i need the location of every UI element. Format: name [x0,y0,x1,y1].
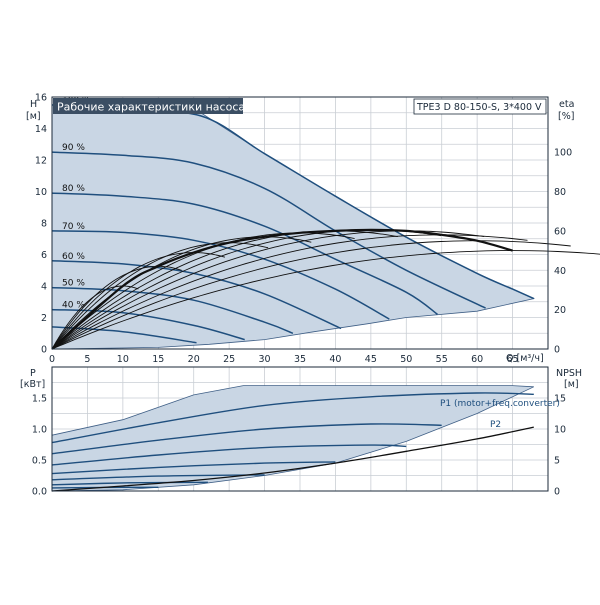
x-tick-label: 15 [152,354,164,365]
npsh-axis-name: NPSH [556,368,582,379]
power-curves-layer [51,392,534,492]
h-tick-label: 2 [41,313,47,324]
chart-title: Рабочие характеристики насоса [57,101,245,114]
x-tick-label: 0 [49,354,55,365]
efficiency-curve [51,250,600,350]
npsh-curve [51,426,534,492]
eta-tick-label: 20 [554,305,566,316]
speed-curve-label: 80 % [62,184,85,194]
power-curve [51,423,442,455]
model-label: TPE3 D 80-150-S, 3*400 V [416,102,542,113]
h-tick-label: 10 [35,187,47,198]
npsh-tick-label: 15 [554,394,566,405]
power-curve [51,481,208,486]
speed-curve [51,326,197,344]
x-tick-label: 60 [471,354,483,365]
npsh-axis-unit: [м] [564,379,579,390]
speed-curve [51,192,438,316]
x-tick-label: 65 [507,354,519,365]
eta-axis-name: eta [559,99,574,110]
title-banner [53,98,243,114]
power-curve [51,474,265,481]
x-tick-label: 35 [294,354,306,365]
power-curve [51,486,159,489]
npsh-tick-label: 10 [554,425,566,436]
h-tick-label: 16 [35,93,47,104]
speed-curve-label: 40 % [62,301,85,311]
h-tick-label: 14 [35,124,47,135]
x-tick-label: 30 [259,354,271,365]
npsh-tick-label: 5 [554,456,560,467]
x-tick-label: 25 [223,354,235,365]
power-curve [51,461,336,475]
p-tick-label: 1.5 [32,394,47,405]
power-area-fill [51,385,534,492]
eta-tick-label: 40 [554,266,566,277]
efficiency-curve [51,240,571,350]
x-tick-label: 55 [436,354,448,365]
speed-curve [51,286,294,334]
x-tick-label: 5 [84,354,90,365]
h-tick-label: 4 [41,282,47,293]
h-axis-unit: [м] [26,111,41,122]
p2-series-label: P2 [490,420,501,430]
p-tick-label: 0.0 [32,487,47,498]
speed-curve-label: 60 % [62,252,85,262]
x-tick-label: 40 [329,354,341,365]
x-tick-label: 45 [365,354,377,365]
model-box [413,98,547,115]
eta-tick-label: 60 [554,226,566,237]
speed-curve-label: 90 % [62,143,85,153]
curves-layer: 100 %90 %80 %70 %60 %50 %40 % [51,96,600,350]
speed-curve-label: 50 % [62,279,85,289]
h-tick-label: 6 [41,250,47,261]
x-tick-label: 50 [400,354,412,365]
bottom-plot-frame [51,366,549,492]
h-tick-label: 0 [41,345,47,356]
speed-curve [51,230,390,320]
h-axis-name: H [30,99,37,110]
h-tick-label: 12 [35,156,47,167]
power-area [51,385,534,492]
p-tick-label: 0.5 [32,456,47,467]
efficiency-envelope [51,228,513,350]
p-axis-name: P [30,368,36,379]
h-tick-label: 8 [41,219,47,230]
eta-tick-label: 100 [554,148,572,159]
speed-curve [51,308,245,341]
tick-labels: 0 5 10 15 20 25 30 35 40 45 50 55 60 6502468101214160… [32,93,572,498]
speed-curve [51,151,486,309]
power-curve [51,392,534,444]
top-plot-frame [51,96,549,350]
p-axis-unit: [кВт] [20,379,45,390]
speed-curve-label: 70 % [62,222,85,232]
eta-axis-unit: [%] [558,111,574,122]
x-tick-label: 10 [117,354,129,365]
p-tick-label: 1.0 [32,425,47,436]
power-curve [51,444,407,466]
x-tick-label: 20 [188,354,200,365]
eta-tick-label: 80 [554,187,566,198]
npsh-tick-label: 0 [554,487,560,498]
p1-series-label: P1 (motor+freq.converter) [440,399,560,409]
eta-tick-label: 0 [554,345,560,356]
x-axis-label: Q [м³/ч] [506,353,544,364]
